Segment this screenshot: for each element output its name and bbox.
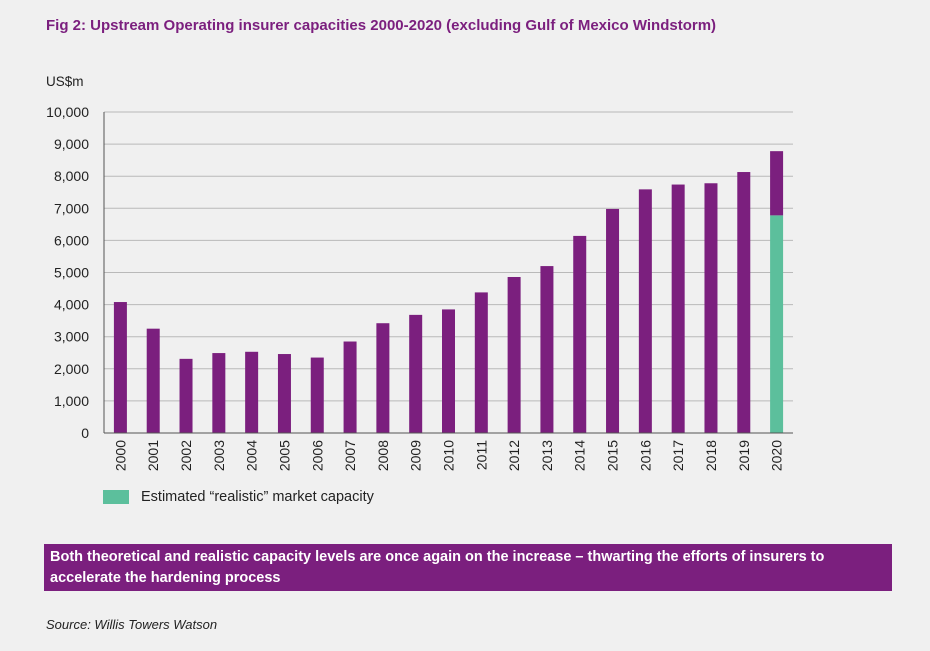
x-tick-label: 2010 bbox=[441, 440, 457, 471]
bar-theoretical-2018 bbox=[704, 183, 718, 433]
y-axis-unit-label: US$m bbox=[46, 74, 84, 89]
bar-theoretical-2008 bbox=[376, 323, 390, 433]
bar-theoretical-2011 bbox=[474, 292, 488, 433]
x-tick-label: 2014 bbox=[572, 440, 588, 471]
bar-theoretical-2016 bbox=[638, 189, 652, 433]
x-tick-label: 2001 bbox=[145, 440, 161, 471]
y-tick-label: 2,000 bbox=[54, 361, 89, 377]
bar-theoretical-2004 bbox=[245, 351, 259, 433]
bar-theoretical-2007 bbox=[343, 341, 357, 433]
y-tick-label: 10,000 bbox=[46, 104, 89, 120]
x-tick-label: 2020 bbox=[769, 440, 785, 471]
y-tick-label: 9,000 bbox=[54, 136, 89, 152]
bar-theoretical-2013 bbox=[540, 266, 554, 433]
y-tick-label: 4,000 bbox=[54, 297, 89, 313]
x-tick-label: 2016 bbox=[637, 440, 653, 471]
y-tick-label: 1,000 bbox=[54, 393, 89, 409]
bar-theoretical-2019 bbox=[737, 172, 751, 434]
x-tick-label: 2019 bbox=[736, 440, 752, 471]
x-tick-label: 2005 bbox=[276, 440, 292, 471]
x-tick-label: 2009 bbox=[408, 440, 424, 471]
bar-theoretical-2006 bbox=[310, 357, 324, 433]
bar-theoretical-2020 bbox=[770, 151, 784, 216]
x-tick-label: 2018 bbox=[703, 440, 719, 471]
bar-theoretical-2002 bbox=[179, 358, 193, 433]
bars bbox=[113, 151, 784, 434]
bar-chart: 0 1,000 2,000 3,000 4,000 5,000 6,000 7,000 8,00… bbox=[46, 74, 793, 471]
bar-theoretical-2000 bbox=[113, 302, 127, 433]
y-tick-label: 0 bbox=[81, 425, 89, 441]
y-tick-label: 6,000 bbox=[54, 232, 89, 248]
key-finding-callout: Both theoretical and realistic capacity … bbox=[44, 544, 892, 591]
x-tick-label: 2003 bbox=[211, 440, 227, 471]
y-tick-label: 5,000 bbox=[54, 265, 89, 281]
legend-label-realistic: Estimated “realistic” market capacity bbox=[141, 489, 374, 505]
y-tick-label: 3,000 bbox=[54, 329, 89, 345]
x-tick-label: 2017 bbox=[670, 440, 686, 471]
x-tick-label: 2007 bbox=[342, 440, 358, 471]
x-tick-label: 2008 bbox=[375, 440, 391, 471]
x-tick-label: 2006 bbox=[309, 440, 325, 471]
y-tick-label: 7,000 bbox=[54, 200, 89, 216]
bar-theoretical-2009 bbox=[409, 314, 423, 433]
bar-realistic-2020 bbox=[770, 215, 784, 433]
x-tick-labels: 2000 2001 2002 2003 2004 2005 2006 2007 2008 2009… bbox=[112, 440, 784, 471]
axes bbox=[103, 112, 793, 434]
bar-theoretical-2015 bbox=[606, 208, 620, 433]
source-note: Source: Willis Towers Watson bbox=[46, 617, 218, 632]
legend: Estimated “realistic” market capacity bbox=[103, 489, 374, 505]
chart-title: Fig 2: Upstream Operating insurer capaci… bbox=[46, 17, 717, 34]
bar-theoretical-2001 bbox=[146, 328, 160, 433]
bar-theoretical-2017 bbox=[671, 184, 685, 433]
x-tick-label: 2002 bbox=[178, 440, 194, 471]
x-tick-label: 2012 bbox=[506, 440, 522, 471]
bar-theoretical-2005 bbox=[277, 354, 291, 433]
bar-theoretical-2003 bbox=[212, 353, 226, 433]
legend-swatch-realistic bbox=[103, 490, 129, 504]
x-tick-label: 2004 bbox=[244, 440, 260, 471]
y-tick-labels: 0 1,000 2,000 3,000 4,000 5,000 6,000 7,000 8,00… bbox=[46, 104, 89, 441]
y-tick-label: 8,000 bbox=[54, 168, 89, 184]
x-tick-label: 2013 bbox=[539, 440, 555, 471]
x-tick-label: 2000 bbox=[112, 440, 128, 471]
x-tick-label: 2015 bbox=[605, 440, 621, 471]
x-tick-label: 2011 bbox=[473, 440, 489, 470]
bar-theoretical-2010 bbox=[442, 309, 455, 433]
bar-theoretical-2012 bbox=[507, 276, 521, 433]
bar-theoretical-2014 bbox=[573, 235, 587, 433]
